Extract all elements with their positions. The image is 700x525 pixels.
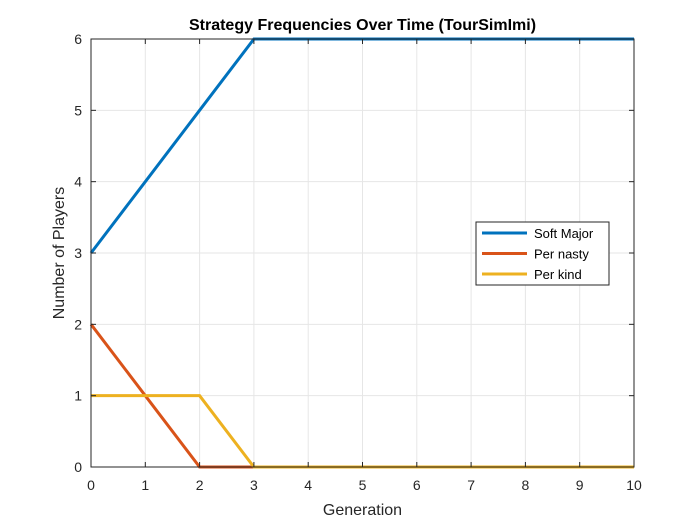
x-tick-label: 0 (87, 477, 95, 493)
y-tick-label: 1 (74, 388, 82, 404)
x-tick-labels: 0 1 2 3 4 5 6 7 8 9 10 (87, 477, 642, 493)
chart-title: Strategy Frequencies Over Time (TourSimI… (189, 17, 536, 34)
x-tick-label: 5 (359, 477, 367, 493)
legend-label-per-kind: Per kind (534, 267, 582, 282)
x-tick-label: 7 (467, 477, 475, 493)
y-tick-label: 3 (74, 245, 82, 261)
x-tick-label: 6 (413, 477, 421, 493)
y-tick-label: 5 (74, 102, 82, 118)
x-tick-label: 2 (196, 477, 204, 493)
y-axis-label: Number of Players (51, 187, 68, 320)
legend-label-soft-major: Soft Major (534, 226, 594, 241)
x-axis-label: Generation (323, 502, 402, 519)
x-tick-label: 4 (304, 477, 312, 493)
x-tick-label: 8 (522, 477, 530, 493)
x-tick-label: 3 (250, 477, 258, 493)
axis-ticks (90, 38, 635, 468)
x-tick-label: 10 (626, 477, 642, 493)
x-tick-label: 1 (141, 477, 149, 493)
legend: Soft Major Per nasty Per kind (475, 221, 610, 286)
y-tick-label: 6 (74, 31, 82, 47)
y-tick-labels: 0 1 2 3 4 5 6 (74, 31, 82, 475)
y-tick-label: 0 (74, 459, 82, 475)
y-tick-label: 4 (74, 174, 82, 190)
x-tick-label: 9 (576, 477, 584, 493)
legend-label-per-nasty: Per nasty (534, 247, 589, 262)
y-tick-label: 2 (74, 316, 82, 332)
